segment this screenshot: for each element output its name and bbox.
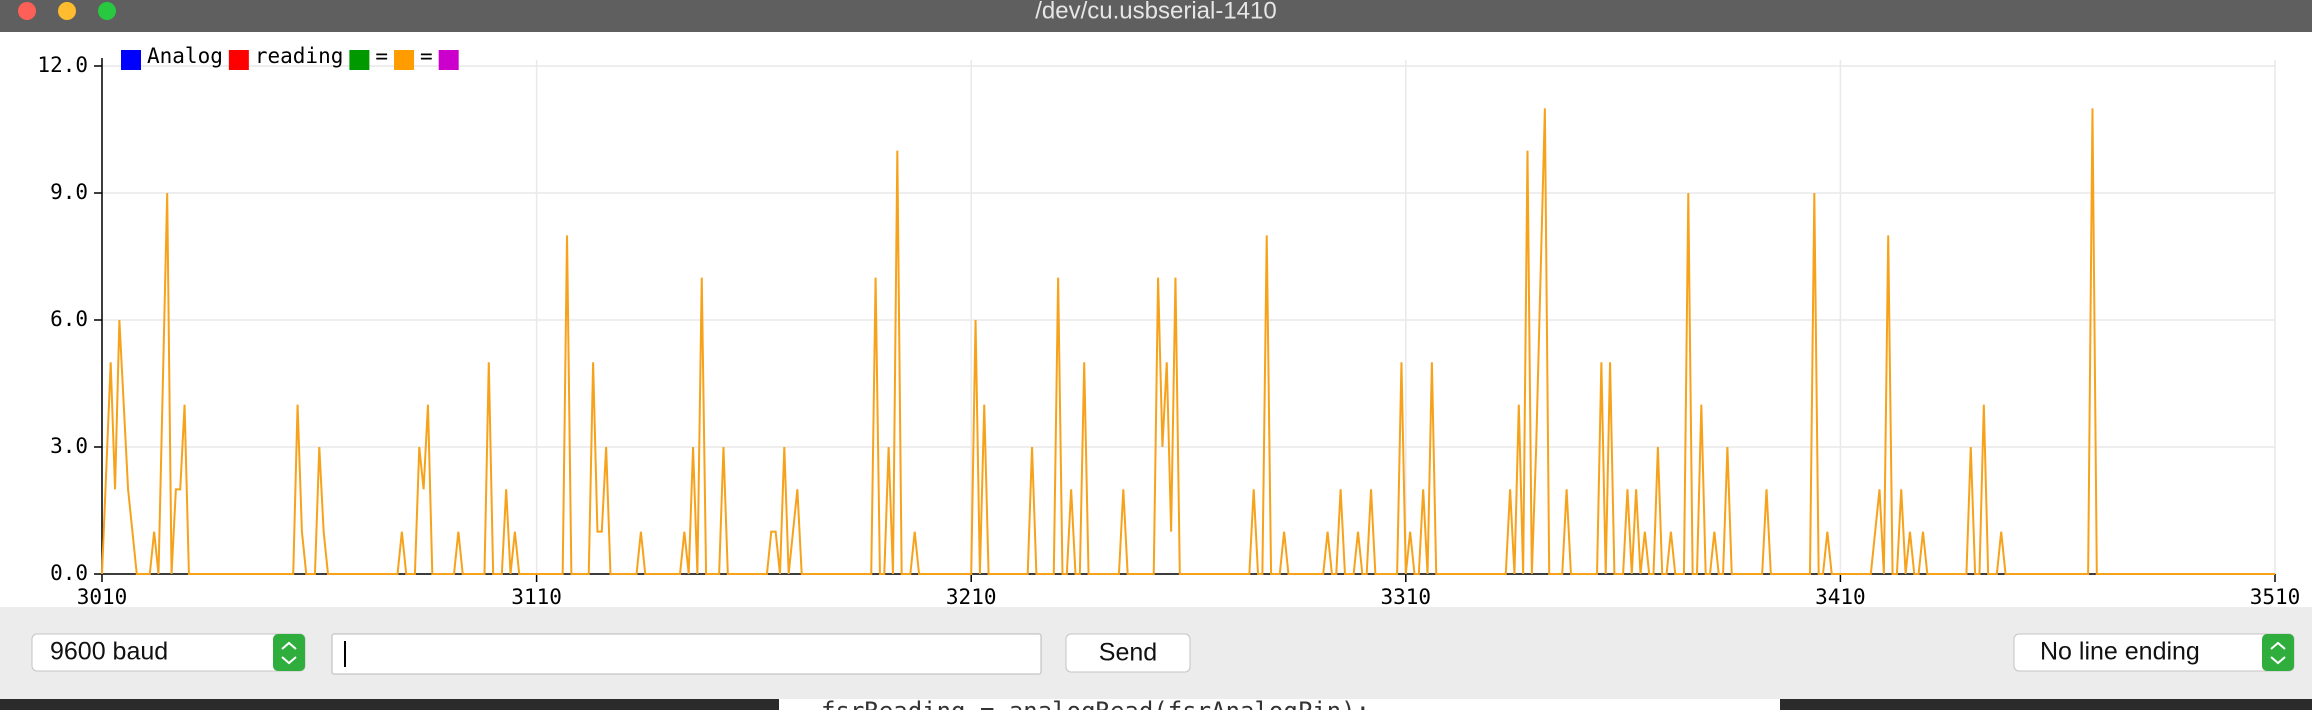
plot: 3010 3110 3210 3310 3410 3510 0.0 3.0 6.0 9.0 12.0… bbox=[37, 44, 2300, 609]
x-tick-label: 3310 bbox=[1381, 585, 1432, 609]
window-title: /dev/cu.usbserial-1410 bbox=[1035, 0, 1276, 24]
line-ending-label: No line ending bbox=[2040, 638, 2200, 666]
background-window-right bbox=[1780, 699, 2312, 710]
zoom-button[interactable] bbox=[98, 2, 116, 20]
line-ending-arrow[interactable] bbox=[2262, 634, 2294, 671]
baud-label: 9600 baud bbox=[50, 638, 168, 666]
legend-label: Analog bbox=[147, 44, 223, 68]
x-tick-label: 3410 bbox=[1815, 585, 1866, 609]
baud-select-arrow[interactable] bbox=[273, 634, 305, 671]
background-code: fsrReading = analogRead(fsrAnalogPin); bbox=[821, 697, 1370, 710]
legend-swatch bbox=[228, 50, 249, 70]
y-tick-label: 9.0 bbox=[50, 180, 88, 204]
x-tick-label: 3110 bbox=[511, 585, 562, 609]
message-input[interactable] bbox=[331, 633, 1042, 675]
legend-label: reading bbox=[255, 44, 344, 68]
y-tick-label: 6.0 bbox=[50, 307, 88, 331]
legend-swatch bbox=[349, 50, 370, 70]
legend-swatch bbox=[438, 50, 459, 70]
baud-arrow-icon bbox=[281, 641, 297, 665]
background-editor bbox=[779, 699, 1780, 710]
x-tick-label: 3010 bbox=[77, 585, 128, 609]
legend-swatch bbox=[394, 50, 415, 70]
x-tick-label: 3510 bbox=[2250, 585, 2301, 609]
line-ending-arrow-icon bbox=[2270, 641, 2286, 665]
background-window-left bbox=[0, 699, 779, 710]
legend-label: = bbox=[375, 44, 388, 68]
data-line bbox=[101, 108, 2275, 575]
y-tick-label: 0.0 bbox=[50, 561, 88, 585]
legend-swatch bbox=[121, 50, 141, 70]
close-button[interactable] bbox=[18, 2, 36, 20]
y-tick-label: 3.0 bbox=[50, 434, 88, 458]
legend-label: = bbox=[420, 44, 433, 68]
y-tick-label: 12.0 bbox=[37, 53, 88, 77]
title-bar bbox=[0, 0, 2312, 32]
minimize-button[interactable] bbox=[58, 2, 76, 20]
send-button[interactable] bbox=[1065, 633, 1191, 673]
x-tick-label: 3210 bbox=[946, 585, 997, 609]
send-label: Send bbox=[1099, 639, 1157, 667]
